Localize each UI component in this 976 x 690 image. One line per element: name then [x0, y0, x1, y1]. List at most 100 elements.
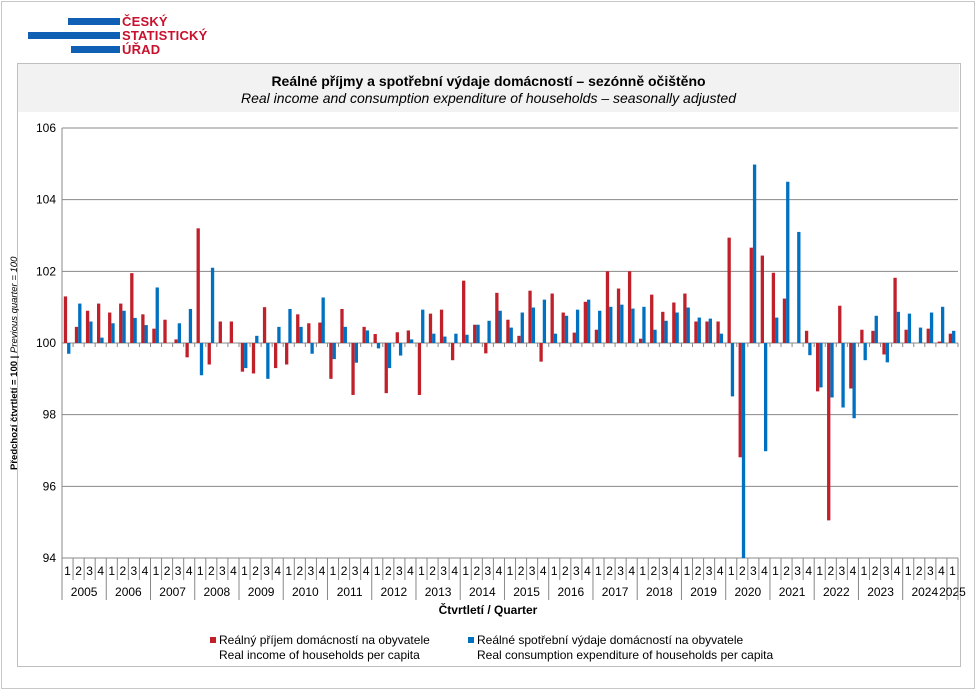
bar-consumption — [177, 323, 182, 343]
bar-income — [683, 293, 687, 343]
quarter-label: 3 — [617, 564, 624, 578]
quarter-label: 3 — [750, 564, 757, 578]
y-tick-label: 98 — [43, 408, 57, 422]
quarter-label: 2 — [695, 564, 702, 578]
quarter-label: 2 — [385, 564, 392, 578]
year-label: 2016 — [557, 585, 584, 599]
bar-income — [462, 280, 466, 343]
bar-consumption — [830, 343, 834, 398]
quarter-label: 1 — [64, 564, 71, 578]
quarter-label: 3 — [706, 564, 713, 578]
bar-income — [318, 322, 322, 343]
year-label: 2008 — [204, 585, 231, 599]
year-label: 2015 — [513, 585, 540, 599]
bar-income — [804, 330, 809, 343]
quarter-label: 1 — [861, 564, 868, 578]
quarter-label: 1 — [728, 564, 735, 578]
bar-consumption — [321, 297, 325, 343]
quarter-label: 1 — [241, 564, 248, 578]
bar-consumption — [520, 312, 524, 343]
quarter-label: 2 — [208, 564, 215, 578]
quarter-label: 3 — [175, 564, 182, 578]
quarter-label: 4 — [717, 564, 724, 578]
y-axis-title-cz: Předchozí čtvrtletí = 100 — [9, 360, 20, 470]
quarter-label: 4 — [407, 564, 414, 578]
bar-consumption — [587, 299, 591, 343]
quarter-label: 3 — [485, 564, 492, 578]
y-tick-label: 106 — [36, 121, 56, 135]
quarter-label: 2 — [783, 564, 790, 578]
quarter-label: 1 — [684, 564, 691, 578]
bar-consumption — [155, 287, 159, 343]
bar-income — [218, 321, 222, 343]
bar-consumption — [819, 343, 823, 388]
bar-income — [904, 329, 908, 343]
bar-income — [329, 343, 333, 379]
bar-consumption — [653, 329, 657, 343]
bar-income — [860, 329, 864, 343]
quarter-label: 3 — [839, 564, 846, 578]
bar-income — [849, 343, 853, 389]
bar-consumption — [144, 325, 148, 343]
bar-income — [406, 330, 411, 343]
bar-income — [74, 326, 79, 343]
quarter-label: 1 — [905, 564, 912, 578]
quarter-label: 4 — [628, 564, 635, 578]
bar-income — [362, 326, 366, 343]
bar-income — [517, 335, 521, 343]
year-label: 2005 — [71, 585, 98, 599]
legend-label-consumption: Reálné spotřební výdaje domácností na ob… — [477, 633, 744, 647]
bar-consumption — [531, 307, 535, 343]
bar-income — [285, 343, 289, 365]
quarter-label: 1 — [551, 564, 558, 578]
year-label: 2018 — [646, 585, 673, 599]
bar-income — [273, 343, 278, 369]
quarter-label: 2 — [518, 564, 525, 578]
bar-consumption — [708, 318, 712, 343]
quarter-label: 4 — [805, 564, 812, 578]
quarter-label: 2 — [164, 564, 171, 578]
quarter-label: 4 — [761, 564, 768, 578]
quarter-label: 4 — [496, 564, 503, 578]
bar-consumption — [509, 327, 513, 343]
legend-label-income-en: Real income of households per capita — [219, 648, 420, 662]
quarter-label: 1 — [949, 564, 956, 578]
bar-income — [605, 271, 610, 343]
bar-income — [705, 321, 709, 343]
bar-consumption — [841, 343, 845, 408]
bar-income — [240, 343, 245, 372]
y-tick-label: 94 — [43, 551, 57, 565]
bar-income — [229, 321, 234, 343]
bar-consumption — [255, 335, 259, 343]
chart-subtitle: Real income and consumption expenditure … — [241, 90, 736, 106]
quarter-label: 4 — [894, 564, 901, 578]
chart-container — [17, 63, 961, 667]
legend-label-consumption-en: Real consumption expenditure of househol… — [477, 648, 774, 662]
legend-swatch-consumption — [468, 637, 474, 643]
bar-income — [484, 343, 488, 354]
quarter-label: 1 — [108, 564, 115, 578]
bar-income — [561, 312, 565, 343]
bar-consumption — [896, 311, 901, 343]
bar-consumption — [299, 326, 303, 343]
bar-consumption — [288, 308, 292, 343]
bar-consumption — [133, 317, 137, 343]
bar-income — [373, 334, 377, 343]
quarter-label: 2 — [562, 564, 569, 578]
quarter-label: 1 — [639, 564, 646, 578]
bar-income — [85, 310, 90, 343]
quarter-label: 1 — [285, 564, 292, 578]
bar-consumption — [78, 303, 82, 343]
bar-consumption — [454, 333, 458, 343]
bar-income — [384, 343, 388, 394]
quarter-label: 2 — [473, 564, 480, 578]
bar-income — [428, 313, 433, 343]
bar-income — [871, 330, 875, 343]
bar-income — [196, 228, 200, 343]
bar-income — [926, 328, 930, 343]
bar-consumption — [476, 324, 480, 343]
bar-consumption — [775, 317, 779, 343]
quarter-label: 3 — [662, 564, 669, 578]
quarter-label: 2 — [916, 564, 923, 578]
